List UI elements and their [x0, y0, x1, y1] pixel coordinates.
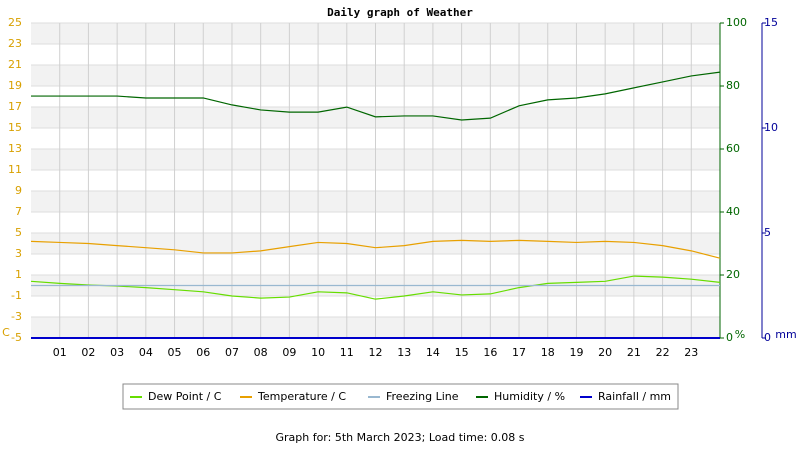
x-tick-label: 22	[656, 346, 670, 359]
y2-tick-label: 0	[726, 331, 733, 344]
x-tick-label: 03	[110, 346, 124, 359]
x-tick-label: 17	[512, 346, 526, 359]
legend-label: Dew Point / C	[148, 390, 222, 403]
y-tick-label: 17	[8, 100, 22, 113]
y-tick-label: 9	[15, 184, 22, 197]
x-tick-label: 11	[340, 346, 354, 359]
x-tick-label: 08	[254, 346, 268, 359]
x-tick-label: 15	[455, 346, 469, 359]
chart-title: Daily graph of Weather	[327, 6, 473, 19]
x-tick-label: 10	[311, 346, 325, 359]
x-tick-label: 16	[483, 346, 497, 359]
y3-tick-label: 15	[764, 16, 778, 29]
y-tick-label: 13	[8, 142, 22, 155]
y-tick-label: 5	[15, 226, 22, 239]
x-tick-label: 23	[684, 346, 698, 359]
x-tick-label: 21	[627, 346, 641, 359]
x-tick-label: 05	[168, 346, 182, 359]
x-tick-label: 20	[598, 346, 612, 359]
legend-label: Rainfall / mm	[598, 390, 671, 403]
y-tick-label: -5	[11, 331, 22, 344]
legend-label: Temperature / C	[257, 390, 346, 403]
y2-tick-label: 60	[726, 142, 740, 155]
y3-unit: mm	[775, 328, 796, 341]
y2-tick-label: 20	[726, 268, 740, 281]
x-tick-label: 02	[81, 346, 95, 359]
x-tick-label: 07	[225, 346, 239, 359]
y-tick-label: -3	[11, 310, 22, 323]
y-tick-label: 7	[15, 205, 22, 218]
series-line	[30, 275, 721, 300]
y2-tick-label: 100	[726, 16, 747, 29]
y3-tick-label: 10	[764, 121, 778, 134]
x-tick-label: 12	[369, 346, 383, 359]
y3-tick-label: 0	[764, 331, 771, 344]
x-tick-label: 13	[397, 346, 411, 359]
legend-label: Freezing Line	[386, 390, 459, 403]
y-tick-label: 23	[8, 37, 22, 50]
x-tick-label: 09	[282, 346, 296, 359]
y-tick-label: 11	[8, 163, 22, 176]
y-tick-label: 21	[8, 58, 22, 71]
y2-tick-label: 80	[726, 79, 740, 92]
footer: Graph for: 5th March 2023; Load time: 0.…	[275, 431, 524, 444]
series-line	[31, 71, 721, 121]
x-tick-label: 14	[426, 346, 440, 359]
x-tick-label: 19	[569, 346, 583, 359]
y-tick-label: 25	[8, 16, 22, 29]
y2-unit: %	[735, 328, 745, 341]
y-unit: C	[2, 326, 10, 339]
x-tick-label: 01	[53, 346, 67, 359]
x-tick-label: 06	[196, 346, 210, 359]
x-tick-label: 18	[541, 346, 555, 359]
y-tick-label: 3	[15, 247, 22, 260]
y-tick-label: 19	[8, 79, 22, 92]
x-tick-label: 04	[139, 346, 153, 359]
y3-tick-label: 5	[764, 226, 771, 239]
y-tick-label: 1	[15, 268, 22, 281]
y-tick-label: 15	[8, 121, 22, 134]
legend-label: Humidity / %	[494, 390, 565, 403]
y-tick-label: -1	[11, 289, 22, 302]
series-line	[30, 239, 721, 259]
y2-tick-label: 40	[726, 205, 740, 218]
